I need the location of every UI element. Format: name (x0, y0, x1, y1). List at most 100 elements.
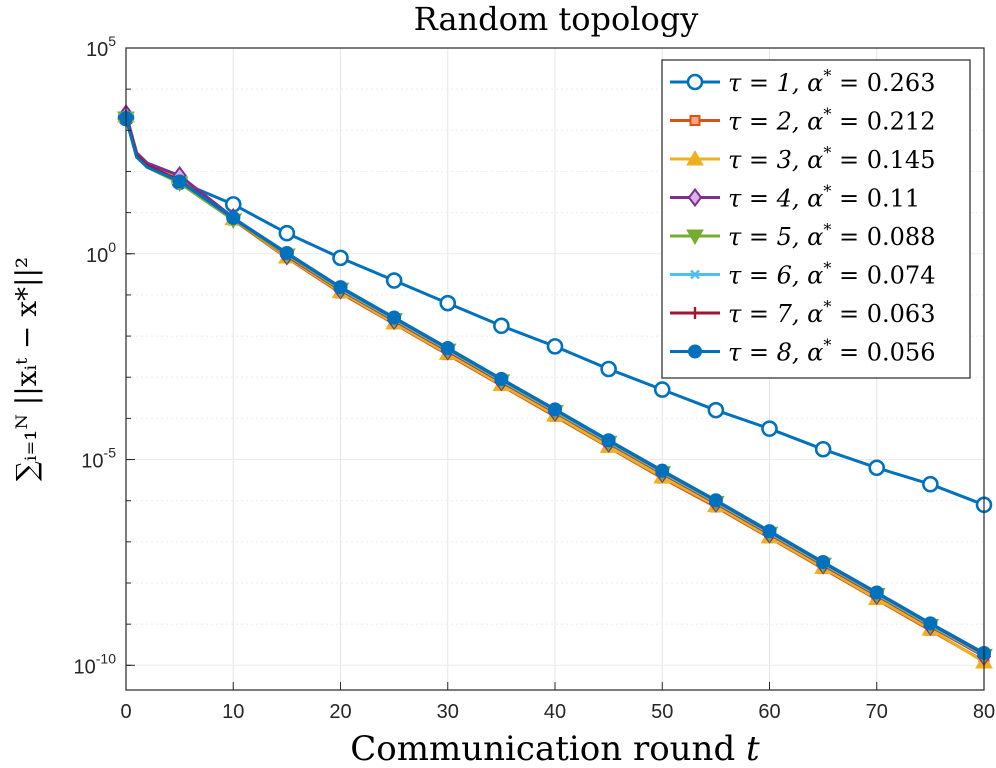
y-tick-base: 10 (86, 245, 108, 267)
marker-triangle-up (686, 149, 704, 166)
legend-label: τ = 3, α* = 0.145 (728, 143, 935, 174)
legend-tau: τ = 2, α (728, 108, 823, 136)
series-point (494, 371, 509, 386)
series-point (333, 280, 348, 295)
series-point (707, 401, 725, 419)
marker-dot (816, 555, 831, 570)
y-tick-base: 10 (81, 451, 103, 473)
series-point (922, 475, 939, 493)
legend-alpha: = 0.212 (831, 108, 935, 136)
legend-star: * (823, 143, 831, 162)
marker-circle (653, 381, 671, 398)
legend-entry: τ = 5, α* = 0.088 (670, 220, 935, 251)
legend-tau: τ = 6, α (728, 262, 823, 290)
marker-circle (761, 420, 778, 437)
marker-dot (762, 524, 777, 539)
legend-label: τ = 1, α* = 0.263 (728, 66, 935, 97)
legend-alpha: = 0.145 (831, 146, 935, 174)
x-axis-ticks: 0 10 20 30 40 50 60 70 80 (120, 682, 995, 723)
marker-dot (440, 341, 455, 356)
marker-circle (332, 249, 349, 267)
x-tick-label: 80 (973, 701, 995, 723)
legend-label: τ = 2, α* = 0.212 (728, 105, 935, 136)
series-point (548, 402, 562, 417)
legend-entry: τ = 7, α* = 0.063 (670, 297, 935, 328)
series-point (439, 294, 457, 312)
series-8 (119, 110, 991, 660)
legend-entry: τ = 4, α* = 0.11 (670, 182, 920, 213)
legend-marker (690, 269, 700, 280)
series-point (816, 555, 831, 570)
series-point (385, 272, 403, 289)
x-tick-label: 0 (120, 701, 131, 723)
series-point (601, 433, 616, 448)
marker-circle (707, 401, 725, 419)
x-tick-label: 10 (222, 701, 244, 723)
series-point (172, 174, 187, 189)
legend-tau: τ = 1, α (728, 69, 823, 97)
legend-label: τ = 6, α* = 0.074 (728, 259, 935, 290)
marker-circle (546, 338, 564, 355)
legend-label: τ = 7, α* = 0.063 (728, 297, 935, 328)
x-tick-label: 20 (329, 701, 351, 723)
marker-dot (708, 493, 723, 508)
marker-dot (279, 245, 294, 260)
series-point (869, 585, 884, 600)
y-tick-exponent: 0 (108, 239, 116, 255)
legend-tau: τ = 7, α (728, 300, 823, 328)
marker-asterisk-d2 (690, 269, 700, 280)
marker-circle (600, 360, 617, 378)
legend-alpha: = 0.063 (831, 300, 935, 328)
legend-entry: τ = 1, α* = 0.263 (670, 66, 935, 97)
marker-dot (655, 463, 670, 478)
x-tick-label: 50 (651, 701, 673, 723)
series-point (493, 317, 510, 335)
y-tick-exponent: -5 (104, 445, 117, 461)
legend-tau: τ = 3, α (728, 146, 823, 174)
marker-diamond (687, 187, 703, 208)
legend-alpha: = 0.074 (831, 262, 935, 290)
legend-label: τ = 4, α* = 0.11 (728, 182, 920, 213)
legend-marker (686, 149, 704, 166)
y-tick-exponent: 5 (108, 33, 116, 49)
legend-alpha: = 0.088 (831, 223, 935, 251)
legend-marker (686, 73, 704, 91)
series-layer (117, 104, 993, 669)
marker-dot (923, 616, 938, 631)
legend-marker (687, 187, 703, 208)
legend-entry: τ = 2, α* = 0.212 (670, 105, 935, 136)
marker-circle (493, 317, 510, 335)
legend-star: * (823, 336, 831, 355)
marker-dot (494, 371, 509, 386)
legend-label: τ = 5, α* = 0.088 (728, 220, 935, 251)
marker-circle (868, 459, 886, 477)
marker-circle (278, 224, 296, 242)
x-tick-label: 40 (544, 701, 566, 723)
legend-star: * (823, 220, 831, 239)
series-point (653, 381, 671, 398)
series-point (868, 459, 886, 477)
chart-title: Random topology (414, 0, 699, 38)
legend-alpha: = 0.263 (831, 69, 935, 97)
y-tick-label: 10-10 (74, 650, 117, 678)
legend-entry: τ = 6, α* = 0.074 (670, 259, 935, 290)
marker-circle (922, 475, 939, 493)
y-tick-label: 100 (86, 239, 116, 267)
marker-dot (601, 433, 616, 448)
legend-marker (688, 344, 702, 359)
y-tick-label: 105 (86, 33, 116, 61)
legend-star: * (823, 182, 831, 201)
y-tick-base: 10 (86, 39, 108, 61)
legend-star: * (823, 297, 831, 316)
legend-marker (689, 307, 701, 319)
legend-marker (689, 115, 701, 126)
x-tick-label: 70 (866, 701, 888, 723)
marker-dot (172, 174, 187, 189)
series-point (332, 249, 349, 267)
series-point (226, 210, 241, 225)
series-point (762, 524, 777, 539)
marker-dot (548, 402, 562, 417)
